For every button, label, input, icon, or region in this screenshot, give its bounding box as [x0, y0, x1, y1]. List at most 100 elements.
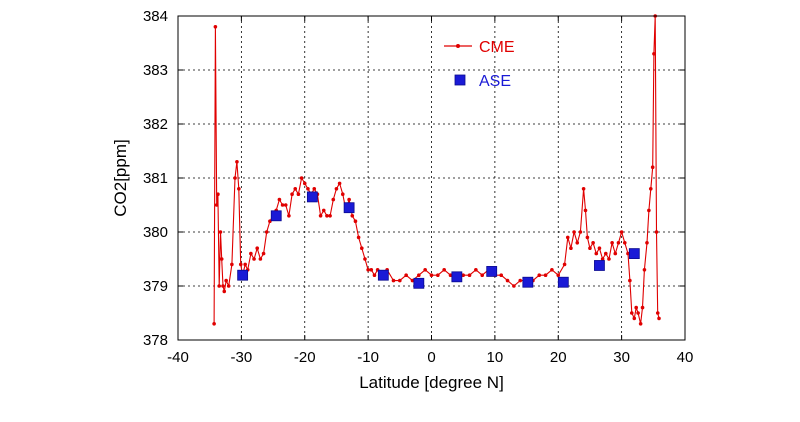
cme-data-point	[293, 187, 298, 191]
cme-data-point	[628, 278, 632, 283]
cme-data-point	[296, 192, 301, 196]
x-tick-label: -10	[357, 349, 379, 366]
cme-data-point	[299, 176, 304, 180]
cme-data-point	[562, 262, 567, 267]
cme-data-point	[369, 268, 374, 272]
ase-data-point	[486, 266, 498, 277]
cme-data-point	[366, 268, 370, 272]
cme-data-point	[652, 52, 656, 56]
cme-data-point	[636, 311, 640, 315]
cme-data-point	[467, 273, 472, 278]
cme-data-point	[283, 203, 288, 207]
cme-data-point	[512, 284, 516, 288]
legend-ase-label: ASE	[479, 73, 511, 90]
cme-data-point	[594, 251, 599, 256]
cme-data-point	[616, 241, 621, 245]
legend-ase-square-icon	[454, 74, 466, 86]
cme-data-point	[243, 262, 247, 267]
cme-data-point	[575, 241, 580, 245]
x-tick-label: 20	[550, 349, 567, 366]
cme-data-point	[480, 273, 485, 278]
ase-data-point	[522, 276, 534, 288]
cme-data-point	[578, 230, 583, 234]
cme-data-point	[217, 284, 221, 288]
series-ase	[237, 191, 640, 289]
y-tick-label: 384	[143, 8, 168, 25]
x-tick-label: -40	[167, 349, 189, 366]
ase-data-point	[557, 276, 569, 288]
cme-data-point	[597, 246, 602, 250]
y-axis-label: CO2[ppm]	[111, 139, 130, 216]
legend-cme-label: CME	[479, 39, 515, 56]
cme-data-point	[261, 251, 266, 256]
cme-data-point	[372, 273, 377, 278]
cme-data-point	[331, 197, 336, 202]
x-axis-ticks: -40 -30 -20 -10 0 10 20 30 40	[167, 16, 693, 366]
y-axis-ticks: 378 379 380 381 382 383 384	[143, 8, 685, 349]
cme-data-point	[334, 187, 339, 191]
cme-data-point	[518, 278, 523, 283]
cme-data-point	[505, 278, 510, 283]
cme-data-point	[252, 257, 256, 261]
cme-data-point	[417, 273, 421, 278]
cme-data-point	[306, 187, 310, 191]
cme-data-point	[325, 214, 329, 218]
cme-data-point	[622, 241, 627, 245]
cme-data-point	[404, 273, 408, 278]
ase-data-point	[343, 202, 355, 214]
cme-data-point	[423, 268, 427, 272]
cme-data-point	[613, 251, 618, 256]
cme-data-point	[632, 316, 637, 321]
cme-data-point	[650, 165, 655, 169]
cme-data-point	[280, 203, 285, 207]
cme-data-point	[572, 230, 576, 234]
cme-data-point	[356, 235, 361, 240]
cme-data-point	[268, 219, 272, 223]
cme-data-point	[398, 278, 402, 283]
cme-data-point	[499, 273, 504, 278]
cme-data-point	[607, 257, 611, 261]
cme-data-point	[543, 273, 548, 278]
cme-data-point	[212, 322, 216, 326]
cme-data-point	[642, 268, 647, 272]
cme-data-point	[640, 305, 645, 310]
ase-data-point	[377, 269, 389, 281]
cme-data-point	[340, 192, 345, 196]
legend: CME ASE	[444, 39, 515, 90]
cme-data-point	[235, 160, 239, 164]
cme-data-point	[249, 251, 253, 256]
cme-data-point	[550, 268, 554, 272]
cme-data-point	[448, 273, 453, 278]
x-axis-label: Latitude [degree N]	[359, 373, 504, 392]
cme-data-point	[629, 311, 634, 315]
cme-data-point	[218, 230, 223, 234]
y-tick-label: 383	[143, 62, 168, 79]
legend-cme-dot-icon	[456, 44, 460, 48]
cme-data-point	[591, 241, 595, 245]
cme-data-point	[565, 235, 570, 240]
cme-data-point	[634, 305, 639, 310]
cme-data-point	[221, 284, 225, 288]
cme-data-point	[391, 278, 396, 283]
cme-data-point	[328, 214, 332, 218]
ase-data-point	[628, 248, 640, 260]
x-tick-label: 0	[427, 349, 435, 366]
cme-data-point	[214, 203, 219, 207]
cme-data-point	[638, 322, 643, 326]
cme-data-point	[222, 289, 227, 294]
cme-data-point	[318, 214, 323, 218]
cme-data-point	[648, 187, 653, 191]
series-cme	[212, 14, 661, 326]
x-tick-label: -20	[294, 349, 316, 366]
cme-data-point	[287, 214, 291, 218]
cme-data-point	[264, 230, 269, 234]
cme-data-point	[238, 262, 243, 267]
x-tick-label: 40	[677, 349, 694, 366]
cme-data-point	[619, 230, 624, 234]
cme-data-point	[654, 230, 659, 234]
cme-data-point	[581, 187, 586, 191]
cme-data-point	[569, 246, 573, 250]
cme-data-point	[429, 273, 434, 278]
ase-data-point	[237, 269, 249, 281]
